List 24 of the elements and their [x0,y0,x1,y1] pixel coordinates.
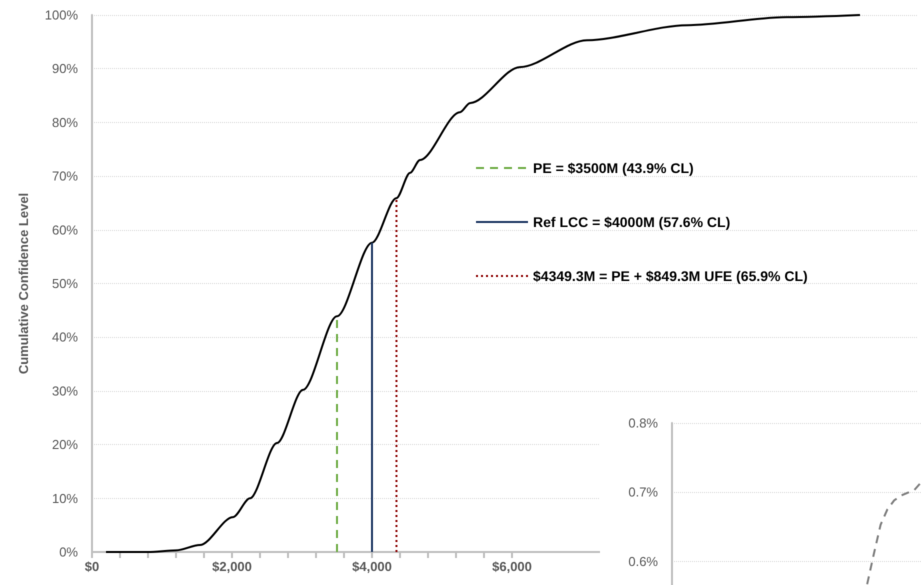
y-tick-label: 0.8% [628,416,658,430]
line-series [105,14,861,553]
legend-label: $4349.3M = PE + $849.3M UFE (65.9% CL) [533,268,808,284]
x-tick-label: $2,000 [212,559,252,574]
x-tick-label: $0 [84,559,100,574]
y-tick-label: 70% [52,168,78,184]
y-tick-label: 20% [52,437,78,452]
y-tick-label: 30% [52,383,78,398]
line-series [866,481,921,585]
y-tick-label: 60% [52,222,78,238]
x-tick-label: $4,000 [352,559,392,574]
y-tick-label: 50% [52,276,78,291]
y-tick-label: 80% [52,114,78,130]
y-tick-label: 100% [44,8,78,22]
y-tick-label: 0% [59,544,78,560]
y-tick-label: 40% [52,330,78,345]
y-tick-label: 90% [52,61,78,76]
y-tick-label: 0.7% [628,484,658,500]
y-tick-label: 10% [52,490,78,506]
legend-label: PE = $3500M (43.9% CL) [533,160,694,176]
legend-label: Ref LCC = $4000M (57.6% CL) [533,214,730,230]
y-axis-title: Cumulative Confidence Level [16,192,31,374]
x-tick-label: $6,000 [492,559,532,574]
y-tick-label: 0.6% [628,554,658,569]
